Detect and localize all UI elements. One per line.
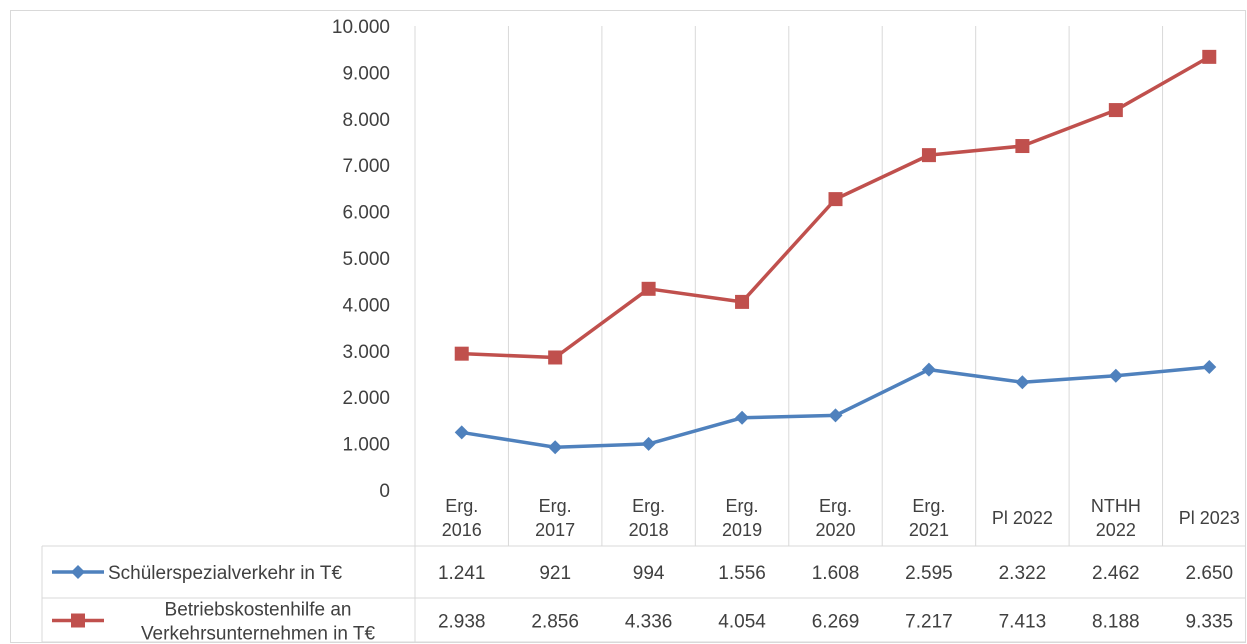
series-line: [461, 55, 1211, 360]
data-point: [1202, 49, 1217, 64]
data-point: [735, 410, 750, 425]
table-cell-value: 4.336: [625, 612, 673, 633]
table-cell-value: 6.269: [812, 612, 860, 633]
data-point: [454, 346, 469, 361]
data-point: [828, 408, 843, 423]
data-point: [548, 440, 563, 455]
table-cell-value: 921: [539, 563, 571, 584]
table-cell-value: 2.938: [438, 612, 486, 633]
data-point: [735, 294, 750, 309]
table-cell-value: 7.413: [999, 612, 1047, 633]
data-point: [828, 192, 843, 207]
table-cell-value: 8.188: [1092, 612, 1140, 633]
table-cell-value: 994: [633, 563, 665, 584]
y-tick-label: 0: [379, 481, 390, 502]
data-point: [1015, 375, 1030, 390]
legend-marker: [71, 565, 85, 579]
chart-frame: [10, 10, 1246, 643]
table-cell-value: 2.856: [531, 612, 579, 633]
legend-key-2: [52, 613, 104, 628]
data-point: [641, 281, 656, 296]
table-cell-value: 4.054: [718, 612, 766, 633]
y-tick-label: 4.000: [342, 295, 390, 316]
data-point: [1202, 360, 1217, 375]
y-tick-label: 6.000: [342, 203, 390, 224]
table-cell-value: 1.556: [718, 563, 766, 584]
grid-lines: [414, 26, 1164, 546]
series-1: [454, 360, 1217, 455]
y-tick-label: 9.000: [342, 63, 390, 84]
y-tick-label: 1.000: [342, 435, 390, 456]
data-point: [921, 362, 936, 377]
y-tick-label: 2.000: [342, 388, 390, 409]
data-point: [641, 436, 656, 451]
legend-key-1: [52, 565, 104, 579]
data-point: [454, 425, 469, 440]
y-tick-label: 8.000: [342, 110, 390, 131]
table-cell-value: 2.462: [1092, 563, 1140, 584]
y-axis-ticks: 0 1.000 2.000 3.000 4.000 5.000 6.000 7.000 8.00…: [332, 17, 390, 502]
x-tick-label: Erg. 2019: [722, 496, 762, 540]
data-point: [548, 350, 563, 365]
series-2: [454, 49, 1217, 365]
x-tick-label: Pl 2022: [992, 508, 1053, 528]
y-tick-label: 10.000: [332, 17, 390, 38]
y-tick-label: 3.000: [342, 342, 390, 363]
y-tick-label: 7.000: [342, 156, 390, 177]
legend-label: Betriebskostenhilfe an Verkehrsunternehme…: [141, 600, 376, 644]
x-tick-label: Erg. 2020: [815, 496, 855, 540]
legend-marker: [71, 613, 85, 628]
table-cell-value: 7.217: [905, 612, 953, 633]
data-point: [921, 148, 936, 163]
table-cell-value: 2.650: [1186, 563, 1234, 584]
table-cell-value: 1.608: [812, 563, 860, 584]
table-cell-value: 9.335: [1186, 612, 1234, 633]
x-tick-label: Erg. 2016: [442, 496, 482, 540]
x-tick-label: Erg. 2021: [909, 496, 949, 540]
table-cell-value: 2.322: [999, 563, 1047, 584]
x-tick-label: Erg. 2017: [535, 496, 575, 540]
table-cell-value: 2.595: [905, 563, 953, 584]
x-tick-label: Pl 2023: [1179, 508, 1240, 528]
data-point: [1108, 103, 1123, 118]
series-line: [461, 365, 1210, 450]
data-point: [1108, 368, 1123, 383]
x-axis-ticks: Erg. 2016 Erg. 2017 Erg. 2018 Erg. 2019 Erg. 2020…: [442, 496, 1240, 540]
legend-label: Schülerspezialverkehr in T€: [108, 563, 343, 584]
data-table: Schülerspezialverkehr in T€ 1.241 921 994 1.…: [41, 545, 1246, 644]
data-point: [1015, 139, 1030, 154]
x-tick-label: Erg. 2018: [629, 496, 669, 540]
series-layer: [454, 49, 1217, 455]
table-cell-value: 1.241: [438, 563, 486, 584]
y-tick-label: 5.000: [342, 249, 390, 270]
x-tick-label: NTHH 2022: [1091, 496, 1141, 540]
